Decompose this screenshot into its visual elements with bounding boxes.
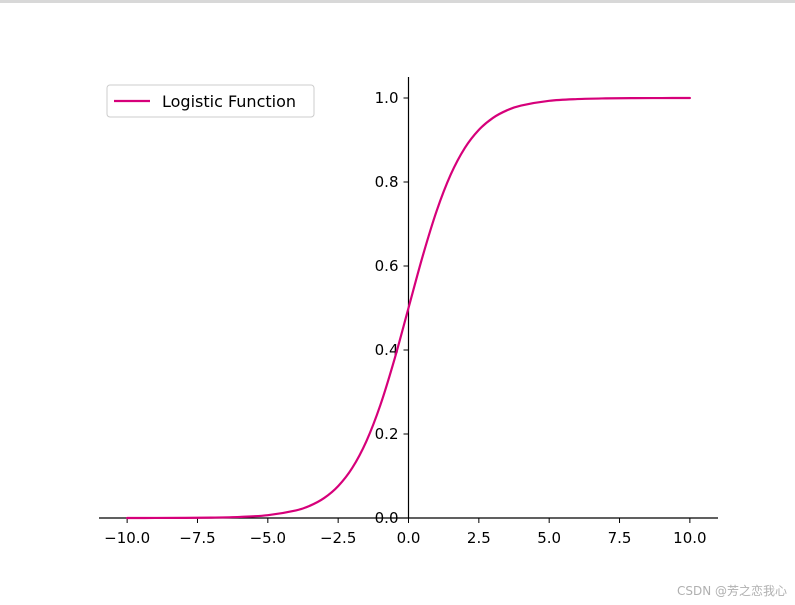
x-ticks: −10.0 −7.5 −5.0 −2.5 0.0 2.5 5.0 7.5 10.0 [104,518,707,547]
x-tick-label: 2.5 [467,529,491,547]
x-tick-label: 0.0 [397,529,421,547]
legend: Logistic Function [106,84,315,118]
x-tick-label: −7.5 [179,529,215,547]
y-tick-label: 0.4 [375,341,399,359]
x-tick-label: −10.0 [104,529,150,547]
x-tick-label: 5.0 [537,529,561,547]
x-tick-label: 7.5 [608,529,632,547]
series-layer [126,96,691,520]
y-ticks: 0.0 0.2 0.4 0.6 0.8 1.0 [375,89,409,527]
y-tick-label: 1.0 [375,89,399,107]
series-line-logistic [126,96,691,520]
legend-box [106,84,315,118]
y-tick-label: 0.2 [375,425,399,443]
y-tick-label: 0.0 [375,509,399,527]
axes [99,77,718,519]
legend-label: Logistic Function [162,92,296,111]
x-tick-label: −2.5 [320,529,356,547]
watermark: CSDN @芳之恋我心 [676,584,787,598]
y-tick-label: 0.6 [375,257,399,275]
x-tick-label: 10.0 [673,529,706,547]
window-top-border [0,0,795,3]
y-tick-label: 0.8 [375,173,399,191]
x-tick-label: −5.0 [250,529,286,547]
